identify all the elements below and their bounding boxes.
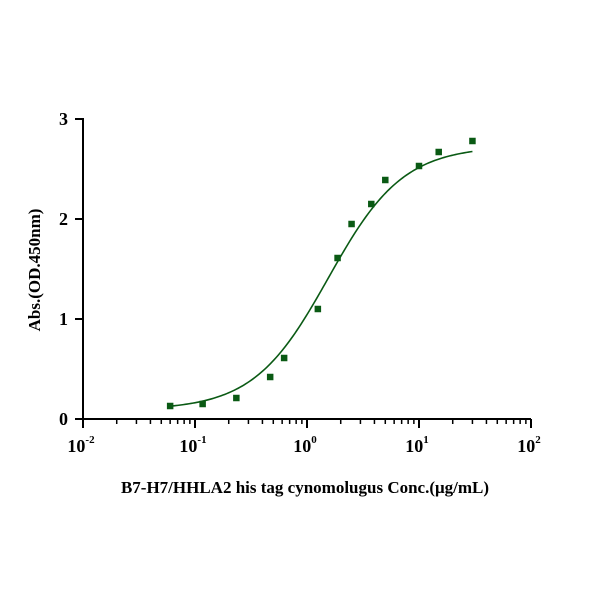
y-tick-label: 3 xyxy=(59,109,68,129)
y-tick-label: 1 xyxy=(59,309,68,329)
data-point xyxy=(280,354,288,362)
data-point xyxy=(368,200,375,208)
data-point xyxy=(334,254,341,262)
data-point xyxy=(314,305,322,313)
x-tick-base: 10 xyxy=(293,436,311,456)
data-point xyxy=(415,162,423,170)
x-tick-label: 102 xyxy=(517,434,541,456)
data-point xyxy=(469,137,476,145)
x-tick-base: 10 xyxy=(179,436,197,456)
x-tick-exponent: 0 xyxy=(311,434,317,446)
data-point xyxy=(348,220,355,228)
data-point xyxy=(199,400,206,408)
x-tick-label: 101 xyxy=(405,434,429,456)
data-point xyxy=(382,176,389,184)
x-tick-base: 10 xyxy=(517,436,535,456)
x-tick-label: 10-2 xyxy=(67,434,95,456)
fit-curve xyxy=(170,150,473,407)
x-tick-exponent: 1 xyxy=(423,434,429,446)
x-axis-title: B7-H7/HHLA2 his tag cynomolugus Conc.(μg… xyxy=(121,478,489,497)
x-tick-base: 10 xyxy=(67,436,85,456)
data-point xyxy=(266,373,274,381)
x-tick-exponent: 2 xyxy=(535,434,541,446)
x-tick-exponent: -1 xyxy=(197,434,206,446)
y-tick-label: 0 xyxy=(59,409,68,429)
y-axis-title: Abs.(OD.450nm) xyxy=(25,209,44,332)
x-tick-label: 100 xyxy=(293,434,317,456)
data-point xyxy=(166,402,174,410)
x-tick-base: 10 xyxy=(405,436,423,456)
y-tick-label: 2 xyxy=(59,209,68,229)
data-point xyxy=(233,394,240,402)
x-tick-exponent: -2 xyxy=(85,434,95,446)
plot-area xyxy=(166,137,476,410)
x-tick-label: 10-1 xyxy=(179,434,206,456)
data-point xyxy=(435,148,442,156)
